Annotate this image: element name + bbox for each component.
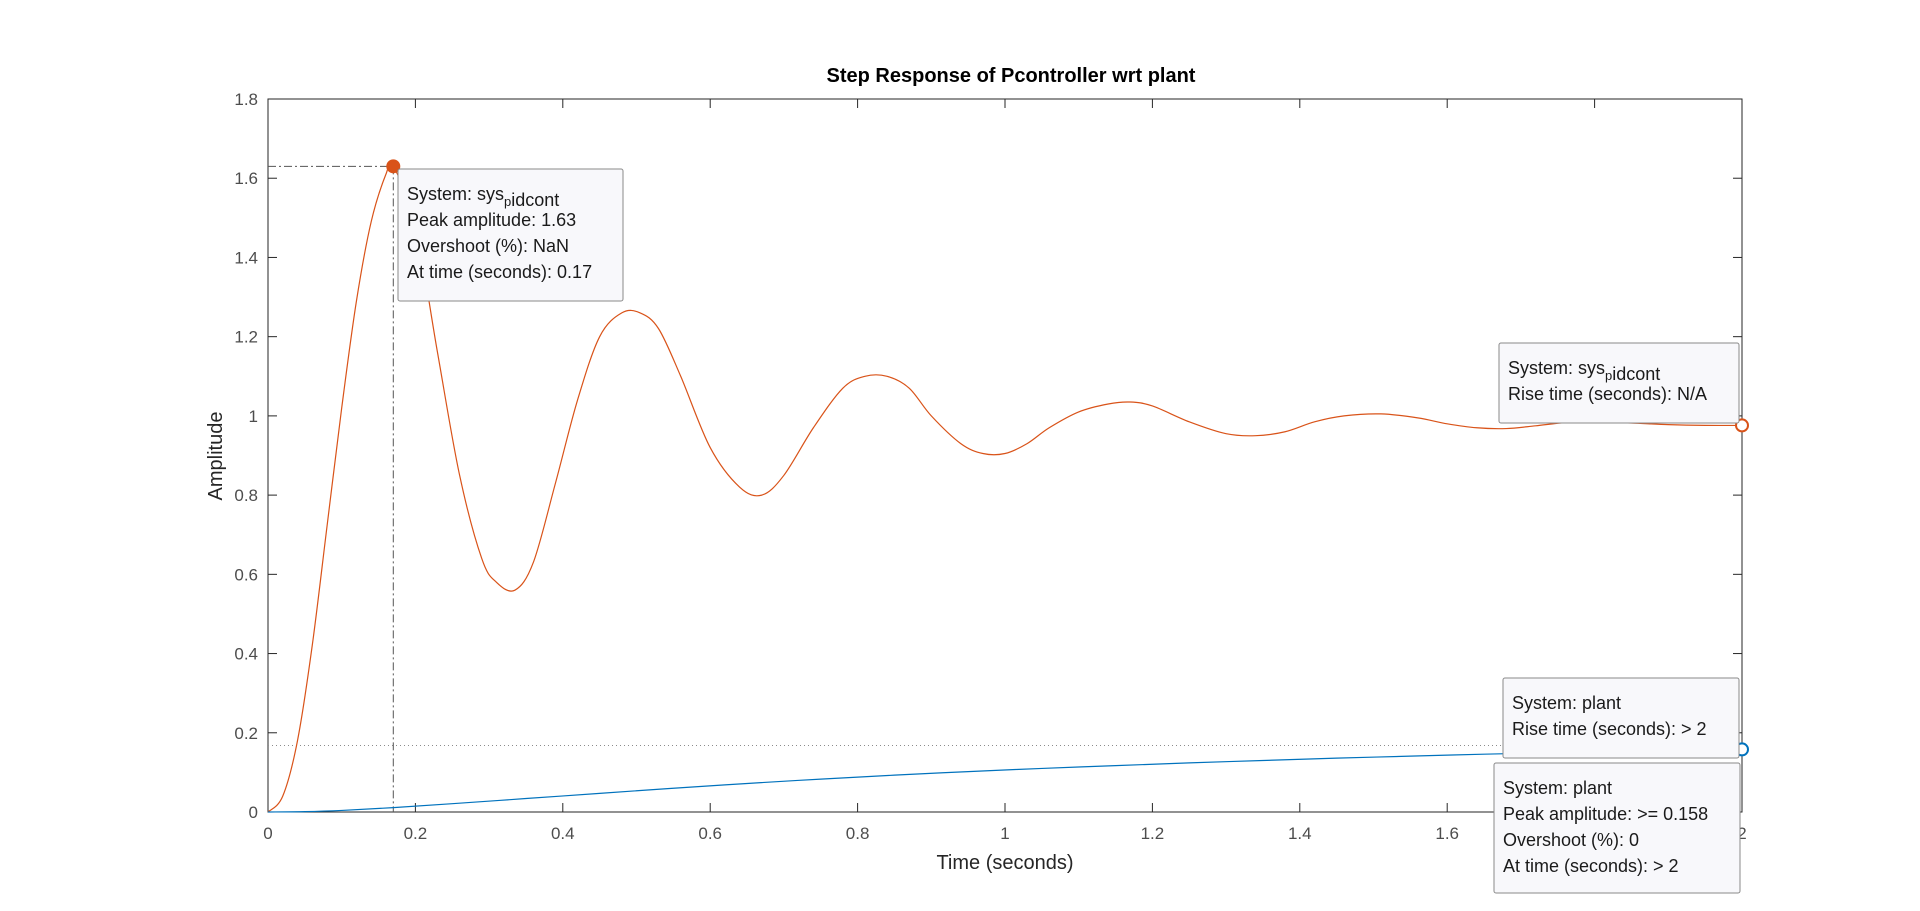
- datatip-line: Overshoot (%): 0: [1503, 830, 1639, 850]
- y-axis-title: Amplitude: [205, 412, 227, 501]
- datatip-line: Rise time (seconds): N/A: [1508, 384, 1707, 404]
- datatip-text: Overshoot (%): NaN: [407, 236, 569, 256]
- y-tick-label: 1.6: [234, 169, 258, 188]
- datatip-line: System: plant: [1503, 778, 1612, 798]
- y-tick-label: 0: [249, 803, 258, 822]
- x-axis-title: Time (seconds): [936, 852, 1073, 874]
- x-tick-label: 1.4: [1288, 824, 1312, 843]
- datatip-text: System: sys: [1508, 358, 1605, 378]
- datatip-text: System: plant: [1512, 693, 1621, 713]
- y-tick-label: 0.6: [234, 565, 258, 584]
- datatip-text: Peak amplitude: 1.63: [407, 210, 576, 230]
- marker-peak: [386, 159, 401, 174]
- y-tick-label: 1.4: [234, 248, 258, 267]
- x-tick-label: 0: [263, 824, 272, 843]
- datatip-plant-peak-tip: System: plant Peak amplitude: >= 0.158 Ove…: [1493, 762, 1741, 894]
- x-tick-label: 0.6: [698, 824, 722, 843]
- x-tick-label: 0.4: [551, 824, 575, 843]
- datatip-box: [1498, 342, 1740, 424]
- datatip-line: At time (seconds): 0.17: [407, 262, 592, 282]
- datatip-plant-rise-tip: System: plant Rise time (seconds): > 2: [1502, 677, 1740, 759]
- y-tick-label: 1: [249, 407, 258, 426]
- datatip-line: System: syspidcont: [407, 184, 559, 210]
- x-tick-label: 0.8: [846, 824, 870, 843]
- datatip-subscript: p: [504, 194, 511, 209]
- datatip-text: idcont: [511, 190, 559, 210]
- y-tick-label: 0.4: [234, 645, 258, 664]
- datatip-box: [1502, 677, 1740, 759]
- datatip-text: System: sys: [407, 184, 504, 204]
- datatip-text: At time (seconds): > 2: [1503, 856, 1679, 876]
- axis-ticks: 0 0.2 0.4 0.6 0.8 1 1.2 1.4 1.6 2 0 0.2 0.4 0.6 0.8 1 1.…: [234, 90, 1746, 843]
- datatip-text: idcont: [1612, 364, 1660, 384]
- datatip-line: System: syspidcont: [1508, 358, 1660, 384]
- x-tick-label: 0.2: [404, 824, 428, 843]
- series-line-closed-loop: [267, 162, 1743, 813]
- datatip-subscript: p: [1605, 368, 1612, 383]
- datatip-box: [1493, 762, 1741, 894]
- x-tick-label: 1.6: [1435, 824, 1459, 843]
- datatip-text: Rise time (seconds): N/A: [1508, 384, 1707, 404]
- y-tick-label: 1.2: [234, 328, 258, 347]
- datatip-box: [397, 168, 624, 302]
- guide-lines: [268, 165, 1742, 812]
- x-tick-label: 2: [1737, 824, 1746, 843]
- datatip-line: System: plant: [1512, 693, 1621, 713]
- datatip-line: Peak amplitude: >= 0.158: [1503, 804, 1708, 824]
- datatip-text: Overshoot (%): 0: [1503, 830, 1639, 850]
- y-tick-label: 0.8: [234, 486, 258, 505]
- y-tick-label: 1.8: [234, 90, 258, 109]
- y-tick-label: 0.2: [234, 724, 258, 743]
- datatip-line: At time (seconds): > 2: [1503, 856, 1679, 876]
- datatip-text: Rise time (seconds): > 2: [1512, 719, 1707, 739]
- datatip-line: Rise time (seconds): > 2: [1512, 719, 1707, 739]
- datatip-text: At time (seconds): 0.17: [407, 262, 592, 282]
- datatip-line: Peak amplitude: 1.63: [407, 210, 576, 230]
- datatip-line: Overshoot (%): NaN: [407, 236, 569, 256]
- x-tick-label: 1.2: [1141, 824, 1165, 843]
- datatip-text: System: plant: [1503, 778, 1612, 798]
- chart-title: Step Response of Pcontroller wrt plant: [827, 65, 1196, 87]
- x-tick-label: 1: [1000, 824, 1009, 843]
- datatip-text: Peak amplitude: >= 0.158: [1503, 804, 1708, 824]
